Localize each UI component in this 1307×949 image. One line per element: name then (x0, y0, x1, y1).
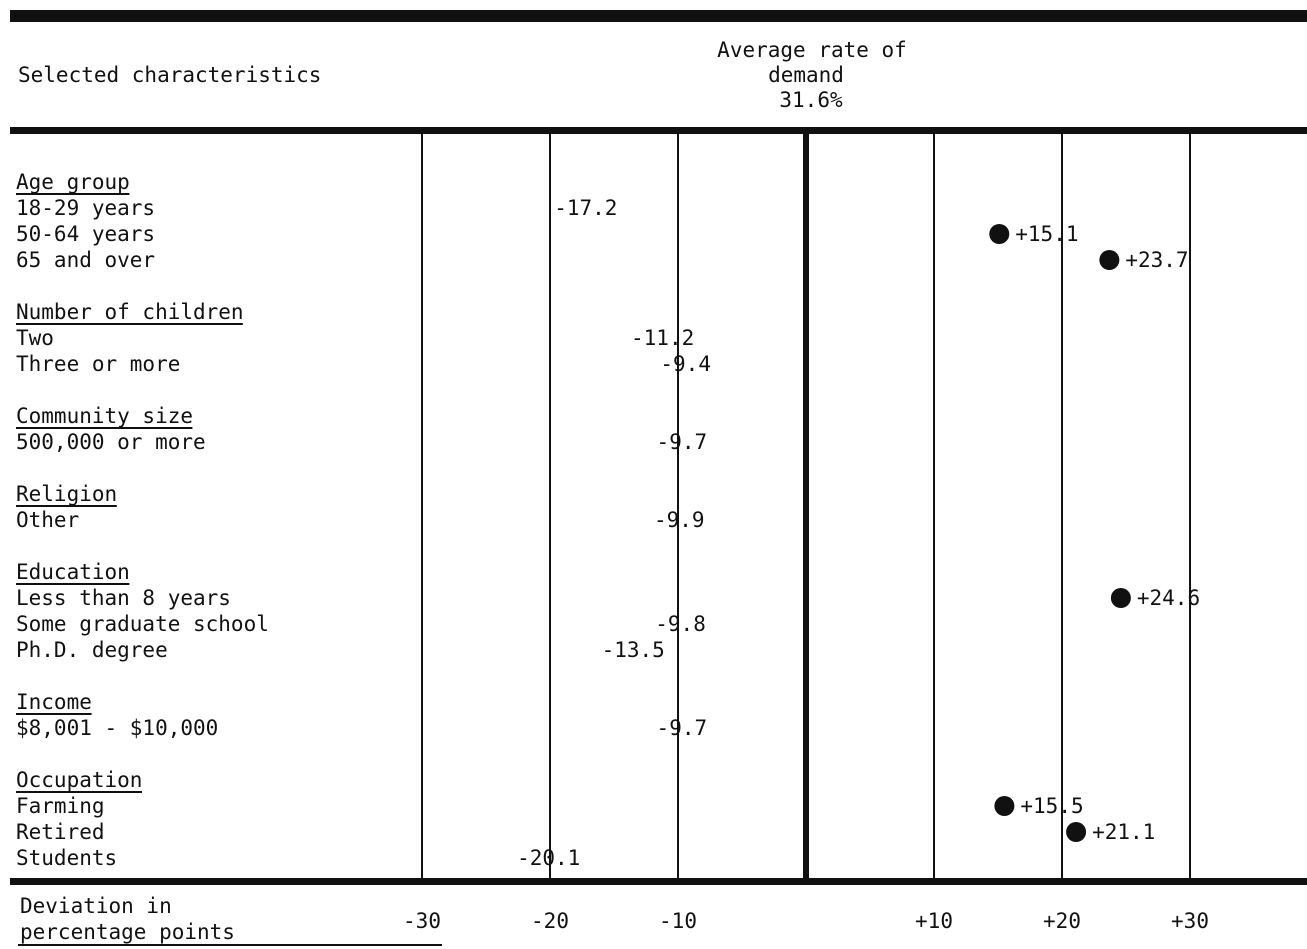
data-point-0-2 (1099, 250, 1120, 270)
gridline-1 (549, 134, 551, 878)
data-label-6-2: -20.1 (517, 846, 580, 870)
x-axis-label-line-2: percentage points (20, 920, 235, 944)
tick-label-5: +30 (1171, 909, 1209, 933)
gridline-4 (1061, 134, 1063, 878)
tick-label-4: +20 (1043, 909, 1081, 933)
data-label-6-0: +15.5 (1020, 794, 1083, 818)
data-label-2-0: -9.7 (657, 430, 708, 454)
category-label-1-0: Two (16, 326, 54, 350)
data-label-4-0: +24.6 (1137, 586, 1200, 610)
group-heading-underline-4 (16, 583, 130, 585)
average-baseline (803, 134, 809, 878)
tick-label-1: -20 (531, 909, 569, 933)
header-average-line-1: Average rate of (717, 38, 907, 62)
group-heading-underline-3 (16, 505, 117, 507)
top-rule (10, 10, 1307, 22)
data-label-4-1: -9.8 (655, 612, 706, 636)
group-heading-underline-6 (16, 791, 142, 793)
data-point-4-0 (1110, 588, 1131, 608)
header-characteristics-label: Selected characteristics (18, 63, 321, 87)
group-heading-1: Number of children (16, 300, 244, 324)
group-heading-3: Religion (16, 482, 117, 506)
data-label-4-2: -13.5 (602, 638, 665, 662)
x-axis-ticks: -30 -20 -10 +10 +20 +30 (403, 909, 1209, 933)
data-label-0-1: +15.1 (1015, 222, 1078, 246)
category-label-6-1: Retired (16, 820, 105, 844)
data-label-0-0: -17.2 (554, 196, 617, 220)
gridline-2 (677, 134, 679, 878)
group-heading-2: Community size (16, 404, 193, 428)
group-heading-underline-0 (16, 193, 130, 195)
category-label-0-0: 18-29 years (16, 196, 155, 220)
category-label-1-1: Three or more (16, 352, 180, 376)
group-heading-5: Income (16, 690, 92, 714)
data-point-0-1 (989, 224, 1010, 244)
category-label-4-2: Ph.D. degree (16, 638, 168, 662)
x-axis-label-underline (18, 944, 442, 946)
category-label-2-0: 500,000 or more (16, 430, 206, 454)
data-label-0-2: +23.7 (1125, 248, 1188, 272)
category-label-5-0: $8,001 - $10,000 (16, 716, 218, 740)
data-point-6-1 (1066, 822, 1087, 842)
category-label-6-2: Students (16, 846, 117, 870)
group-heading-underline-1 (16, 323, 243, 325)
header-average-line-3: 31.6% (779, 88, 843, 112)
group-heading-6: Occupation (16, 768, 142, 792)
tick-label-0: -30 (403, 909, 441, 933)
data-label-6-1: +21.1 (1092, 820, 1155, 844)
gridlines (421, 134, 1191, 878)
gridline-5 (1189, 134, 1191, 878)
bottom-rule (10, 878, 1307, 885)
group-heading-0: Age group (16, 170, 130, 194)
category-label-0-2: 65 and over (16, 248, 155, 272)
category-label-6-0: Farming (16, 794, 105, 818)
header-average-line-2: demand (768, 63, 844, 87)
data-label-1-0: -11.2 (631, 326, 694, 350)
data-marks: -17.2 +15.1 +23.7 -11.2-9.4 -9.7 -9.9 +24.6 -9.… (517, 196, 1200, 870)
category-label-0-1: 50-64 years (16, 222, 155, 246)
category-label-4-1: Some graduate school (16, 612, 269, 636)
data-point-6-0 (994, 796, 1015, 816)
gridline-0 (421, 134, 423, 878)
data-label-3-0: -9.9 (654, 508, 705, 532)
group-heading-underline-2 (16, 427, 193, 429)
data-label-1-1: -9.4 (660, 352, 711, 376)
data-label-5-0: -9.7 (657, 716, 708, 740)
category-label-3-0: Other (16, 508, 79, 532)
x-axis-label-line-1: Deviation in (20, 894, 172, 918)
tick-label-3: +10 (915, 909, 953, 933)
group-heading-underline-5 (16, 713, 92, 715)
tick-label-2: -10 (659, 909, 697, 933)
group-heading-4: Education (16, 560, 130, 584)
category-label-4-0: Less than 8 years (16, 586, 231, 610)
header-rule (10, 127, 1307, 134)
gridline-3 (933, 134, 935, 878)
